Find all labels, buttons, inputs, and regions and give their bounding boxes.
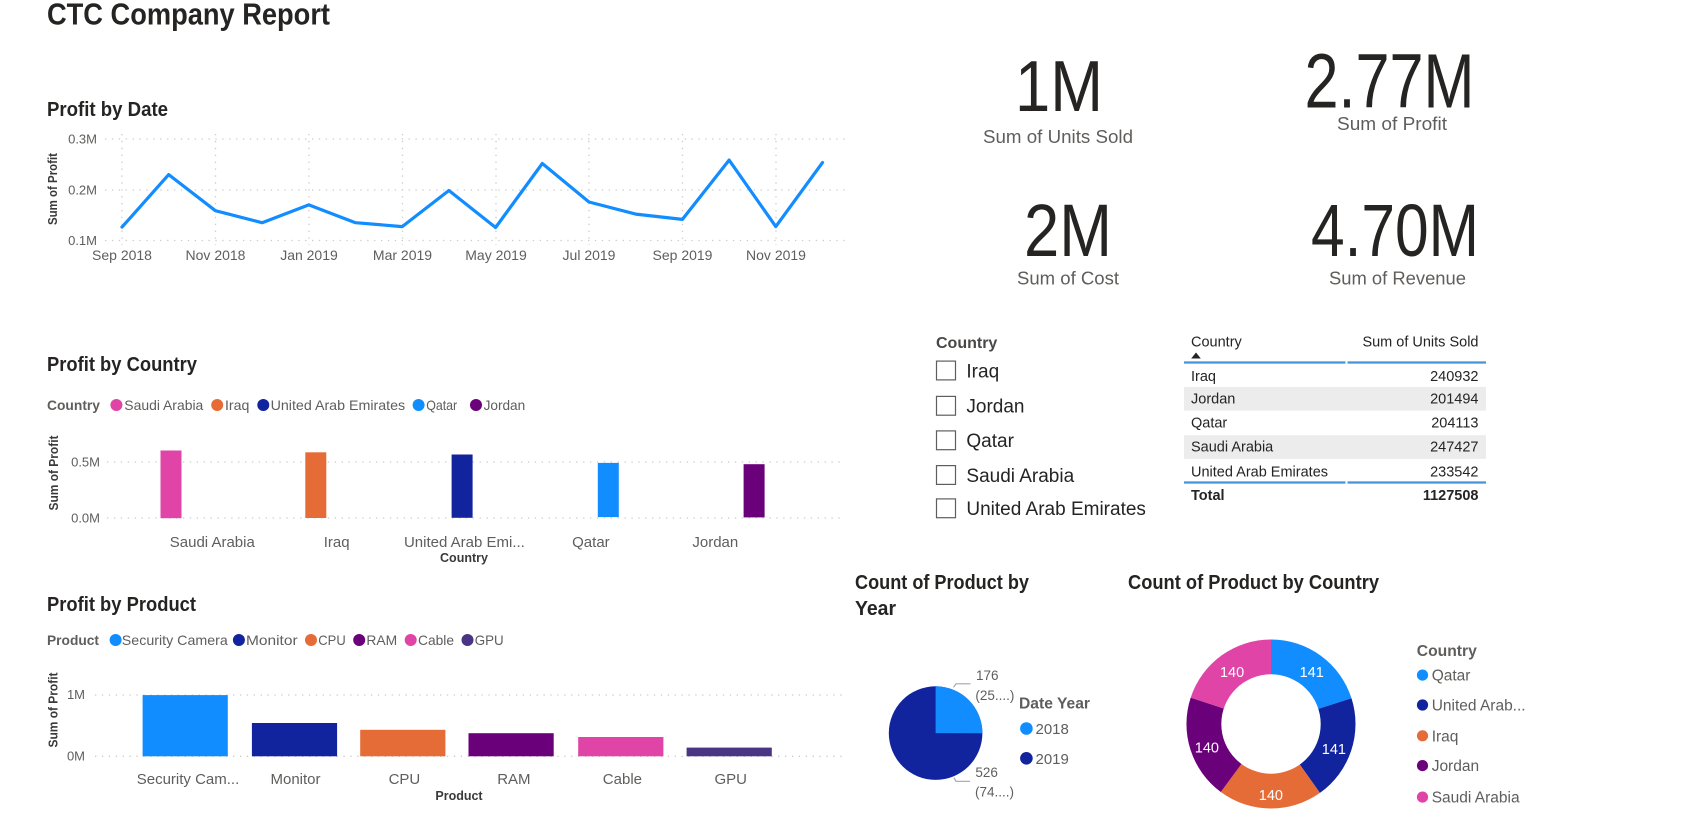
svg-text:Iraq: Iraq bbox=[1191, 369, 1216, 385]
svg-text:1M: 1M bbox=[1015, 47, 1103, 127]
svg-text:Country: Country bbox=[47, 397, 100, 413]
svg-text:CPU: CPU bbox=[318, 632, 345, 648]
svg-text:4.70M: 4.70M bbox=[1311, 189, 1479, 272]
svg-text:Total: Total bbox=[1191, 488, 1225, 504]
svg-text:Profit by Country: Profit by Country bbox=[47, 354, 198, 376]
svg-text:0.0M: 0.0M bbox=[71, 511, 100, 526]
svg-text:United Arab Emirates: United Arab Emirates bbox=[1191, 464, 1328, 480]
svg-text:204113: 204113 bbox=[1431, 416, 1478, 432]
svg-text:Sep 2018: Sep 2018 bbox=[92, 247, 152, 263]
svg-text:Sum of Revenue: Sum of Revenue bbox=[1329, 269, 1466, 289]
svg-text:Qatar: Qatar bbox=[1191, 416, 1227, 432]
svg-text:GPU: GPU bbox=[475, 632, 504, 648]
svg-text:140: 140 bbox=[1220, 665, 1244, 681]
svg-text:2M: 2M bbox=[1024, 189, 1112, 272]
svg-text:0M: 0M bbox=[67, 748, 85, 763]
svg-text:Jordan: Jordan bbox=[484, 397, 526, 413]
svg-text:Date Year: Date Year bbox=[1019, 696, 1090, 713]
svg-text:Saudi Arabia: Saudi Arabia bbox=[1191, 440, 1274, 456]
svg-text:Sum of Profit: Sum of Profit bbox=[1337, 114, 1447, 134]
svg-text:United Arab Emi...: United Arab Emi... bbox=[404, 534, 525, 551]
svg-text:Profit by Product: Profit by Product bbox=[47, 594, 196, 616]
svg-text:Security Cam...: Security Cam... bbox=[137, 771, 240, 788]
svg-text:1127508: 1127508 bbox=[1423, 488, 1479, 504]
svg-text:233542: 233542 bbox=[1430, 464, 1478, 480]
svg-text:Jordan: Jordan bbox=[966, 397, 1024, 418]
svg-text:Qatar: Qatar bbox=[966, 431, 1014, 452]
svg-text:United Arab...: United Arab... bbox=[1432, 698, 1526, 715]
svg-text:CPU: CPU bbox=[389, 771, 421, 788]
svg-text:Year: Year bbox=[855, 598, 896, 620]
svg-text:2019: 2019 bbox=[1036, 751, 1069, 768]
svg-text:Sum of Cost: Sum of Cost bbox=[1017, 269, 1119, 289]
svg-text:0.2M: 0.2M bbox=[68, 183, 97, 198]
svg-text:Sum of Profit: Sum of Profit bbox=[47, 435, 61, 511]
svg-text:2018: 2018 bbox=[1036, 721, 1069, 738]
svg-text:Jan 2019: Jan 2019 bbox=[280, 247, 338, 263]
svg-text:May 2019: May 2019 bbox=[465, 247, 527, 263]
svg-text:0.1M: 0.1M bbox=[68, 233, 97, 248]
svg-text:Saudi Arabia: Saudi Arabia bbox=[966, 466, 1074, 487]
svg-text:Cable: Cable bbox=[603, 771, 642, 788]
svg-text:0.5M: 0.5M bbox=[71, 455, 100, 470]
svg-text:141: 141 bbox=[1322, 742, 1346, 758]
svg-text:201494: 201494 bbox=[1430, 392, 1478, 408]
svg-text:Jordan: Jordan bbox=[1432, 758, 1479, 775]
svg-text:Security Camera: Security Camera bbox=[122, 632, 228, 648]
svg-text:CTC Company Report: CTC Company Report bbox=[47, 0, 330, 32]
svg-text:Country: Country bbox=[440, 551, 488, 565]
svg-text:Country: Country bbox=[936, 335, 997, 352]
svg-text:United Arab Emirates: United Arab Emirates bbox=[966, 499, 1146, 520]
svg-text:240932: 240932 bbox=[1430, 369, 1478, 385]
svg-text:Monitor: Monitor bbox=[246, 632, 298, 648]
svg-text:Country: Country bbox=[1417, 643, 1477, 660]
svg-text:Profit by Date: Profit by Date bbox=[47, 99, 168, 121]
svg-text:Iraq: Iraq bbox=[324, 534, 350, 551]
svg-text:Jordan: Jordan bbox=[1191, 392, 1235, 408]
svg-text:Saudi Arabia: Saudi Arabia bbox=[170, 534, 256, 551]
svg-text:2.77M: 2.77M bbox=[1305, 39, 1475, 125]
svg-text:Saudi Arabia: Saudi Arabia bbox=[124, 397, 203, 413]
svg-text:Qatar: Qatar bbox=[572, 534, 610, 551]
svg-text:Iraq: Iraq bbox=[1432, 728, 1459, 745]
svg-text:Saudi Arabia: Saudi Arabia bbox=[1432, 790, 1520, 807]
svg-text:Product: Product bbox=[47, 632, 99, 648]
svg-text:Product: Product bbox=[435, 789, 483, 803]
svg-text:0.3M: 0.3M bbox=[68, 132, 97, 147]
svg-text:Sum of Units Sold: Sum of Units Sold bbox=[983, 127, 1133, 147]
svg-text:140: 140 bbox=[1195, 741, 1219, 757]
svg-text:Sum of Units Sold: Sum of Units Sold bbox=[1362, 335, 1478, 351]
svg-text:Jordan: Jordan bbox=[692, 534, 738, 551]
svg-text:Jul 2019: Jul 2019 bbox=[563, 247, 616, 263]
svg-text:Monitor: Monitor bbox=[270, 771, 320, 788]
svg-text:247427: 247427 bbox=[1430, 440, 1478, 456]
svg-text:RAM: RAM bbox=[497, 771, 530, 788]
svg-text:176: 176 bbox=[976, 668, 999, 683]
svg-text:Qatar: Qatar bbox=[1432, 668, 1471, 685]
svg-text:Cable: Cable bbox=[418, 632, 454, 648]
svg-text:(74....): (74....) bbox=[975, 785, 1014, 800]
svg-text:Count of Product by Country: Count of Product by Country bbox=[1128, 572, 1380, 594]
svg-text:Sep 2019: Sep 2019 bbox=[653, 247, 713, 263]
svg-text:Count of Product by: Count of Product by bbox=[855, 572, 1030, 594]
svg-text:GPU: GPU bbox=[714, 771, 747, 788]
svg-text:526: 526 bbox=[975, 765, 998, 780]
svg-text:140: 140 bbox=[1259, 788, 1283, 804]
svg-text:Nov 2019: Nov 2019 bbox=[746, 247, 806, 263]
svg-text:Iraq: Iraq bbox=[966, 361, 999, 382]
svg-text:1M: 1M bbox=[67, 687, 85, 702]
svg-text:(25....): (25....) bbox=[975, 688, 1014, 703]
svg-text:Qatar: Qatar bbox=[426, 397, 457, 413]
svg-text:Sum of Profit: Sum of Profit bbox=[47, 672, 61, 748]
svg-text:Country: Country bbox=[1191, 335, 1243, 351]
svg-text:RAM: RAM bbox=[366, 632, 397, 648]
svg-text:141: 141 bbox=[1300, 665, 1324, 681]
svg-text:Sum of Profit: Sum of Profit bbox=[46, 152, 60, 225]
svg-text:Mar 2019: Mar 2019 bbox=[373, 247, 432, 263]
svg-text:Nov 2018: Nov 2018 bbox=[186, 247, 246, 263]
svg-text:United Arab Emirates: United Arab Emirates bbox=[271, 397, 406, 413]
svg-text:Iraq: Iraq bbox=[225, 397, 249, 413]
